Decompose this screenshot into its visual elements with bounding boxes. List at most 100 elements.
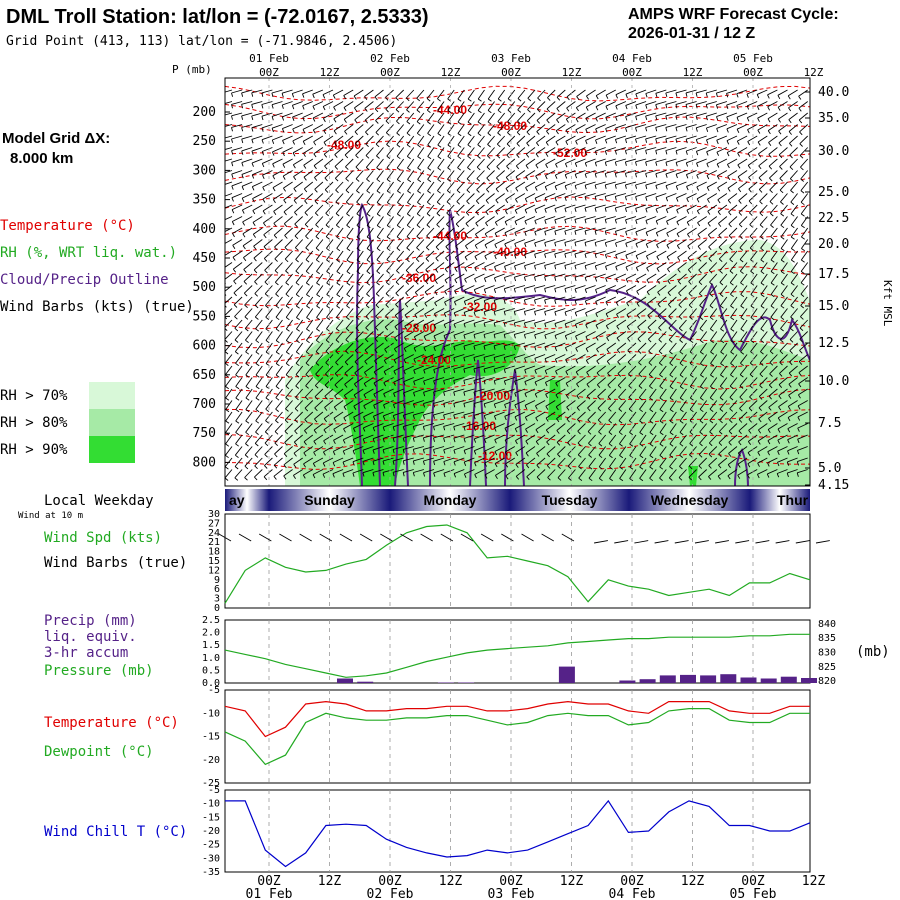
wind-barb-flag [746,105,750,110]
wind-barb-flag [355,327,360,332]
wind-barb-flag [412,403,416,408]
wind-barb-flag [334,384,338,389]
wind-barb-flag [515,440,518,445]
wind-barb [679,446,687,456]
wind-barb-flag [717,211,721,216]
wind-barb [598,469,607,479]
wind-barb [473,377,485,381]
wind-barb [788,400,798,407]
wind-barb-flag [352,428,356,433]
wind-barb [524,377,536,383]
wind-barb [504,216,516,223]
precip-tick: 0.5 [202,665,220,676]
wind-barb-flag [686,221,690,226]
wind-barb [618,423,627,433]
wind-barb [383,411,394,417]
wind-barb [737,170,748,178]
wind-barb [282,135,293,141]
wind-barb-flag [274,453,278,458]
wind-barb-flag [261,104,264,109]
wind-barb-flag [676,221,680,226]
wind-barb-flag [447,190,451,194]
wind-barb [619,469,627,479]
wind-barb-flag [434,291,438,296]
wind-barb [285,285,293,295]
wind-barb [707,216,718,224]
wind-spd-tick: 30 [208,509,220,520]
top-hour-label: 12Z [562,66,582,79]
wind-barb [605,181,616,186]
wind-barb-flag [314,396,319,400]
temperature-contour [225,116,810,134]
wind-barb [596,354,606,362]
wind-barb [566,400,576,408]
wind-barb-flag [575,140,578,145]
wind-barb-flag [747,452,751,457]
wind-barb-flag [354,372,358,377]
wind-barb-flag [315,224,319,228]
wind-barb-flag [736,117,739,122]
wind-barb [424,308,435,315]
wind-barb [746,101,758,107]
wind-barb-flag [797,439,800,444]
wind-barb [225,135,233,139]
wind-barb-flag [334,373,339,377]
wind-barb [376,147,384,157]
wind-barb-flag [423,336,427,341]
wind-barb [324,158,334,167]
wind-barb [225,400,233,410]
wind-barb [710,377,718,387]
wind-barb-flag [679,327,683,332]
wind-barb-flag [759,373,764,378]
wind-barb-flag [487,144,491,148]
wind-barb [514,365,526,370]
wind-barb [635,216,647,221]
wind-barb-flag [780,339,784,343]
wind-barb-flag [736,140,740,145]
wind-barb [740,354,748,364]
wind-barb-flag [797,416,801,421]
wind-barb-flag [595,106,599,111]
wind-barb [587,423,596,432]
wind-barb-flag [615,127,618,133]
wind-barb-flag [659,420,664,424]
wind-barb [433,365,445,370]
wind-barb [658,342,667,352]
wind-barb-flag [665,209,669,214]
wind-barb-flag [335,213,340,217]
wind-barb-flag [679,339,683,343]
wind-barb [243,273,253,282]
wind-barb-flag [356,293,361,298]
wind-barb-flag [635,173,637,178]
wind-barb-flag [467,110,472,114]
wind-barb [607,365,617,374]
wind-barb [466,170,475,180]
wind-barb [443,342,455,348]
wind-barb-flag [221,162,222,166]
wind-barb-flag [365,304,370,309]
wind-barb [689,446,697,456]
wind-barb [554,262,566,266]
height-tick: 25.0 [818,185,849,200]
wind-barb [536,112,546,121]
wind-barb [303,469,314,476]
wind-barb [413,457,425,462]
wind-barb-flag [624,173,627,178]
wind-barb-flag [376,282,380,286]
wind-barb [574,204,586,209]
wind-barb [453,411,465,416]
wind-barb-flag [585,117,589,122]
wind-barb [434,308,445,315]
wind-barb [618,388,627,398]
wind-barb-flag [517,120,521,125]
wind-barb [777,446,788,452]
wind-barb [374,89,384,98]
wind-barb-flag [251,139,254,144]
wind-barb-flag [515,452,519,457]
wind-barb [474,446,485,452]
wind-barb-flag [598,466,603,470]
wind-barb-flag [655,115,658,120]
wind-barb-flag [604,219,607,224]
wind-barb-flag [457,121,462,125]
wind-barb-flag [453,414,456,419]
